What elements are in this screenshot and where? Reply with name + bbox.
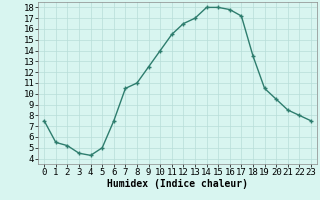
X-axis label: Humidex (Indice chaleur): Humidex (Indice chaleur) <box>107 179 248 189</box>
